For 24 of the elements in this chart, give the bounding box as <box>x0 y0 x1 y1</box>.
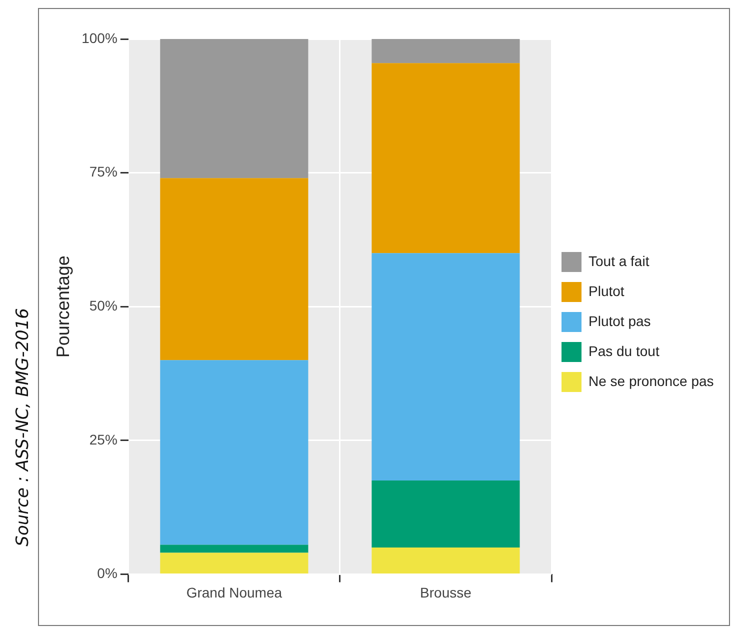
bar <box>372 253 520 481</box>
x-tick-label: Brousse <box>420 584 472 600</box>
source-note: Source : ASS-NC, BMG-2016 <box>13 308 33 546</box>
bar <box>372 480 520 548</box>
legend-label: Ne se prononce pas <box>588 372 714 389</box>
legend-label: Plutot pas <box>588 312 651 329</box>
bar <box>372 63 520 254</box>
bar <box>160 360 308 545</box>
bar <box>160 552 308 574</box>
legend-label: Tout a fait <box>588 252 650 269</box>
bar <box>372 547 520 574</box>
y-axis-title: Pourcentage <box>52 256 73 358</box>
y-tick-label: 75% <box>89 164 118 180</box>
y-tick-label: 25% <box>89 431 118 448</box>
legend-label: Pas du tout <box>588 342 660 359</box>
y-tick-label: 50% <box>89 297 118 314</box>
y-tick-label: 100% <box>82 30 118 46</box>
bar <box>160 544 308 553</box>
y-tick-label: 0% <box>97 565 118 582</box>
legend-label: Plutot <box>588 282 624 299</box>
bar <box>372 39 520 64</box>
bar <box>160 39 308 178</box>
bar <box>160 178 308 360</box>
x-tick-label: Grand Noumea <box>186 584 282 600</box>
